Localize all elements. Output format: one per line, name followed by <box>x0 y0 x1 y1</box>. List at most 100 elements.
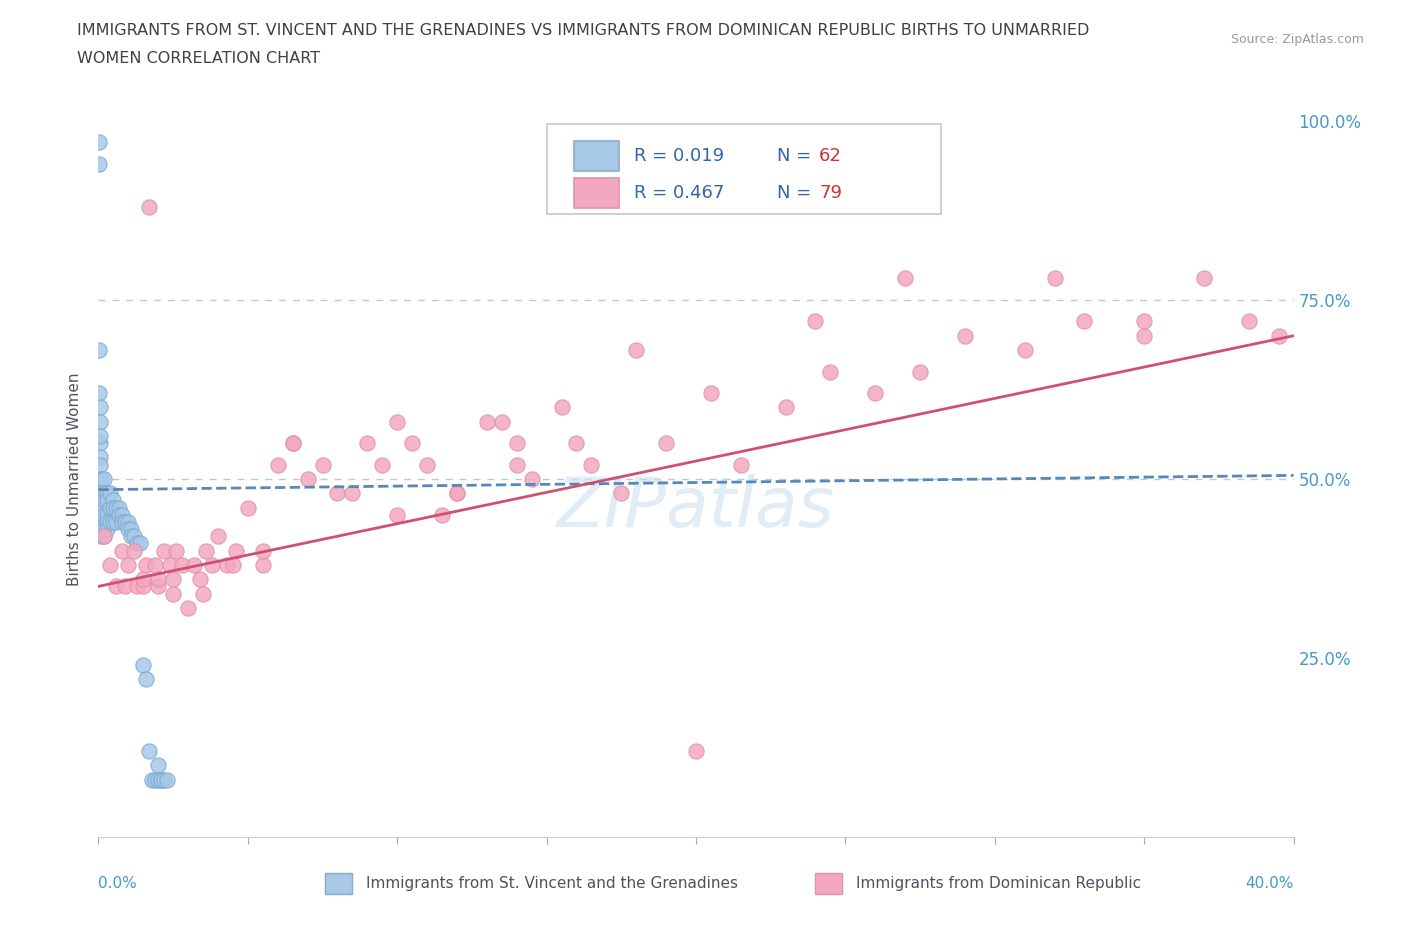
Point <box>401 435 423 450</box>
Point <box>89 435 111 450</box>
Point <box>148 572 170 587</box>
Point <box>153 543 176 558</box>
Text: R = 0.467: R = 0.467 <box>634 184 724 202</box>
Point <box>159 557 181 572</box>
Point <box>430 508 453 523</box>
Point <box>165 543 187 558</box>
Point <box>87 135 110 150</box>
Point <box>143 772 166 787</box>
Y-axis label: Births to Unmarried Women: Births to Unmarried Women <box>67 372 83 586</box>
FancyBboxPatch shape <box>547 125 941 214</box>
Point <box>117 522 139 537</box>
Point <box>610 485 633 500</box>
Point <box>177 601 200 616</box>
Text: 0.0%: 0.0% <box>98 876 138 891</box>
Point <box>89 429 111 444</box>
Point <box>506 435 529 450</box>
Bar <box>574 141 620 171</box>
Point <box>124 543 146 558</box>
Point <box>626 342 648 357</box>
Point <box>90 472 112 486</box>
Point <box>89 386 111 401</box>
Point <box>150 772 173 787</box>
Point <box>103 493 125 508</box>
Point <box>1043 271 1066 286</box>
Point <box>506 458 529 472</box>
Point <box>326 485 349 500</box>
Point <box>143 557 166 572</box>
Point <box>111 508 134 523</box>
Point <box>953 328 976 343</box>
Point <box>550 400 572 415</box>
Text: WOMEN CORRELATION CHART: WOMEN CORRELATION CHART <box>77 51 321 66</box>
Point <box>89 450 111 465</box>
Point <box>93 529 115 544</box>
Point <box>103 514 125 529</box>
Point <box>96 522 118 537</box>
Point <box>90 493 112 508</box>
Point <box>1073 314 1095 329</box>
Point <box>108 508 131 523</box>
Point <box>252 557 274 572</box>
Point <box>90 485 112 500</box>
Point <box>120 522 142 537</box>
Point <box>252 543 274 558</box>
Point <box>93 522 115 537</box>
Point <box>148 578 170 594</box>
Point <box>1192 271 1215 286</box>
Point <box>105 514 128 529</box>
Point <box>135 672 157 687</box>
Point <box>565 435 588 450</box>
Point <box>89 342 111 357</box>
Text: ZIPatlas: ZIPatlas <box>557 474 835 541</box>
Point <box>141 772 163 787</box>
Point <box>138 744 160 759</box>
Point <box>685 744 707 759</box>
Point <box>183 557 205 572</box>
Point <box>297 472 319 486</box>
Point <box>89 458 111 472</box>
Point <box>89 472 111 486</box>
Point <box>89 485 111 500</box>
Point <box>222 557 245 572</box>
Point <box>446 485 468 500</box>
Point <box>96 493 118 508</box>
Point <box>172 557 194 572</box>
Point <box>135 557 157 572</box>
Text: N =: N = <box>778 147 817 165</box>
Point <box>108 500 131 515</box>
Point <box>188 572 211 587</box>
Text: Immigrants from Dominican Republic: Immigrants from Dominican Republic <box>856 876 1142 891</box>
Point <box>581 458 603 472</box>
Point <box>150 772 173 787</box>
Point <box>153 772 176 787</box>
Point <box>105 500 128 515</box>
Point <box>90 529 112 544</box>
Point <box>225 543 247 558</box>
Point <box>1237 314 1260 329</box>
Point <box>162 572 184 587</box>
Text: IMMIGRANTS FROM ST. VINCENT AND THE GRENADINES VS IMMIGRANTS FROM DOMINICAN REPU: IMMIGRANTS FROM ST. VINCENT AND THE GREN… <box>77 23 1090 38</box>
Point <box>148 772 170 787</box>
Point <box>98 485 122 500</box>
Point <box>114 514 136 529</box>
Text: Source: ZipAtlas.com: Source: ZipAtlas.com <box>1230 33 1364 46</box>
Point <box>385 508 409 523</box>
Point <box>89 400 111 415</box>
Point <box>111 543 134 558</box>
Point <box>96 485 118 500</box>
Point <box>162 586 184 601</box>
Point <box>236 500 259 515</box>
Point <box>491 414 513 429</box>
Point <box>127 578 149 594</box>
Point <box>894 271 917 286</box>
Point <box>93 472 115 486</box>
Point <box>446 485 468 500</box>
Point <box>132 572 155 587</box>
Point <box>191 586 214 601</box>
Point <box>93 493 115 508</box>
Point <box>215 557 238 572</box>
Point <box>93 529 115 544</box>
Point <box>90 500 112 515</box>
Point <box>114 578 136 594</box>
